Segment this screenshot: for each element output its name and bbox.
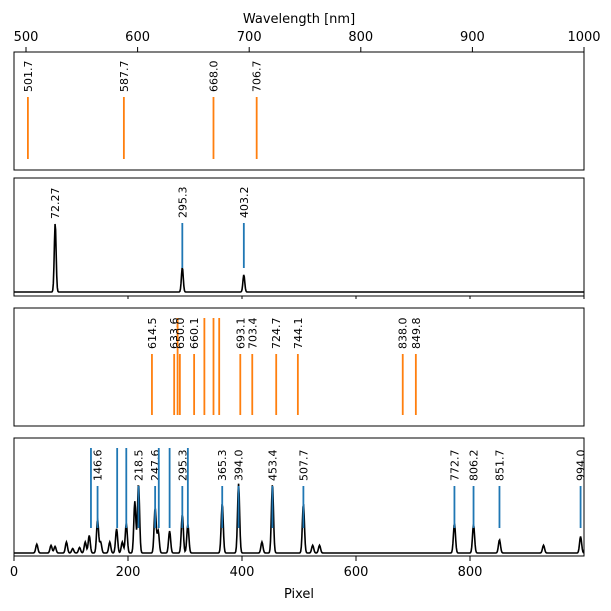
line-label: 703.4	[246, 318, 259, 350]
bottom-tick-label: 400	[230, 565, 255, 580]
top-tick-label: 600	[125, 30, 150, 45]
line-label: 693.1	[234, 318, 247, 350]
line-label: 587.7	[118, 61, 131, 93]
top-tick-label: 800	[348, 30, 373, 45]
top-tick-label: 1000	[567, 30, 600, 45]
top-axis-ticks: 500 600 700 800 900 1000	[14, 30, 601, 52]
line-label: 838.0	[397, 318, 410, 350]
line-label: 501.7	[22, 61, 35, 93]
line-label: 72.27	[49, 188, 62, 220]
spectrum-group: 146.6 218.5 247.6 295.3 365.3 394.0 453.4 507.7…	[14, 448, 588, 554]
line-label: 507.7	[297, 450, 310, 482]
line-label: 295.3	[176, 187, 189, 219]
spectrum-line	[14, 223, 584, 293]
spectrum-group: 72.27 295.3 403.2	[14, 187, 585, 299]
line-label: 394.0	[233, 450, 246, 482]
line-label: 706.7	[251, 61, 264, 93]
line-label: 806.2	[468, 450, 481, 482]
line-label: 614.5	[146, 318, 159, 350]
line-label: 994.0	[575, 450, 588, 482]
line-label: 660.1	[188, 318, 201, 350]
line-label: 453.4	[266, 450, 279, 482]
line-label: 668.0	[207, 61, 220, 93]
bottom-tick-label: 600	[344, 565, 369, 580]
line-label: 403.2	[238, 187, 251, 219]
bottom-tick-label: 0	[10, 565, 18, 580]
line-label: 146.6	[92, 450, 105, 482]
bottom-axis-label: Pixel	[284, 587, 314, 602]
line-label: 772.7	[448, 450, 461, 482]
spectrum-line	[14, 483, 585, 554]
top-tick-label: 900	[460, 30, 485, 45]
panel-frame	[13, 51, 585, 171]
line-label: 295.3	[176, 450, 189, 482]
bottom-axis-ticks: 0 200 400 600 800	[10, 556, 483, 580]
panel-reference-spectrum: 72.27 295.3 403.2	[13, 177, 585, 299]
line-label: 650.0	[174, 318, 187, 350]
panel-arc-spectrum: 146.6 218.5 247.6 295.3 365.3 394.0 453.4 507.7…	[10, 437, 588, 602]
line-label: 247.6	[149, 450, 162, 482]
line-label: 851.7	[493, 450, 506, 482]
line-label: 849.8	[410, 318, 423, 350]
top-tick-label: 700	[237, 30, 262, 45]
line-label: 365.3	[216, 450, 229, 482]
top-tick-label: 500	[14, 30, 39, 45]
line-label: 218.5	[133, 450, 146, 482]
panel-frame	[13, 177, 585, 297]
line-label: 724.7	[270, 318, 283, 350]
panel-frame	[13, 307, 585, 427]
bottom-tick-label: 800	[458, 565, 483, 580]
bottom-tick-label: 200	[116, 565, 141, 580]
line-group: 501.7 587.7 668.0 706.7	[22, 61, 264, 159]
top-axis-label: Wavelength [nm]	[243, 12, 355, 27]
panel-frame	[13, 437, 585, 557]
line-label: 744.1	[292, 318, 305, 350]
panel-reference-wavelengths: 501.7 587.7 668.0 706.7 500 600 700 800 900 1000…	[13, 12, 601, 171]
